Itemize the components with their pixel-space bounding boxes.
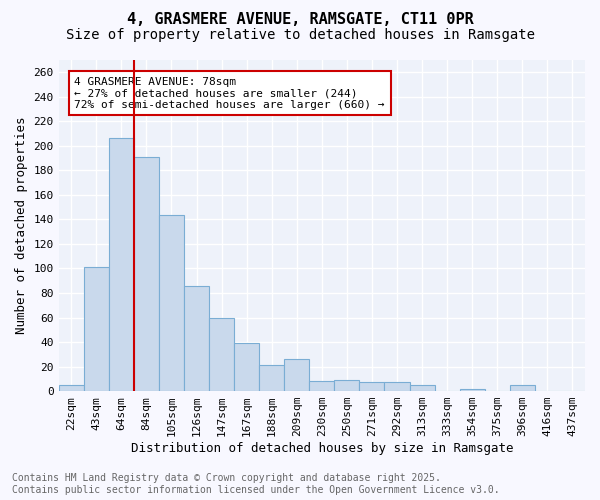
Bar	[59, 385, 84, 391]
Bar	[234, 344, 259, 391]
Bar	[334, 380, 359, 391]
Bar	[84, 267, 109, 391]
Bar	[410, 385, 434, 391]
Bar	[259, 366, 284, 391]
Bar	[209, 318, 234, 391]
Text: Size of property relative to detached houses in Ramsgate: Size of property relative to detached ho…	[65, 28, 535, 42]
Bar	[385, 382, 410, 391]
Bar	[284, 359, 310, 391]
Text: Contains HM Land Registry data © Crown copyright and database right 2025.
Contai: Contains HM Land Registry data © Crown c…	[12, 474, 500, 495]
Bar	[134, 157, 159, 391]
Bar	[310, 382, 334, 391]
Bar	[460, 388, 485, 391]
Bar	[159, 214, 184, 391]
Bar	[184, 286, 209, 391]
Bar	[109, 138, 134, 391]
Text: 4 GRASMERE AVENUE: 78sqm
← 27% of detached houses are smaller (244)
72% of semi-: 4 GRASMERE AVENUE: 78sqm ← 27% of detach…	[74, 76, 385, 110]
Bar	[510, 385, 535, 391]
X-axis label: Distribution of detached houses by size in Ramsgate: Distribution of detached houses by size …	[131, 442, 513, 455]
Text: 4, GRASMERE AVENUE, RAMSGATE, CT11 0PR: 4, GRASMERE AVENUE, RAMSGATE, CT11 0PR	[127, 12, 473, 28]
Y-axis label: Number of detached properties: Number of detached properties	[15, 117, 28, 334]
Bar	[359, 382, 385, 391]
